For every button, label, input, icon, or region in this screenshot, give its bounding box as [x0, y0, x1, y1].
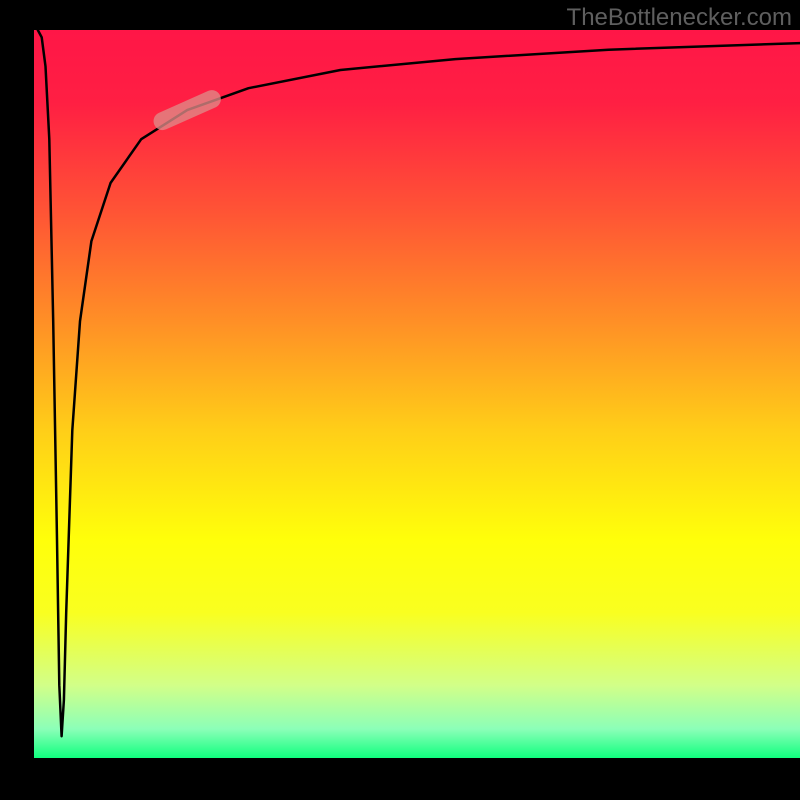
- plot-gradient: [34, 30, 800, 758]
- bottleneck-gradient-chart: [0, 0, 800, 800]
- chart-root: TheBottlenecker.com: [0, 0, 800, 800]
